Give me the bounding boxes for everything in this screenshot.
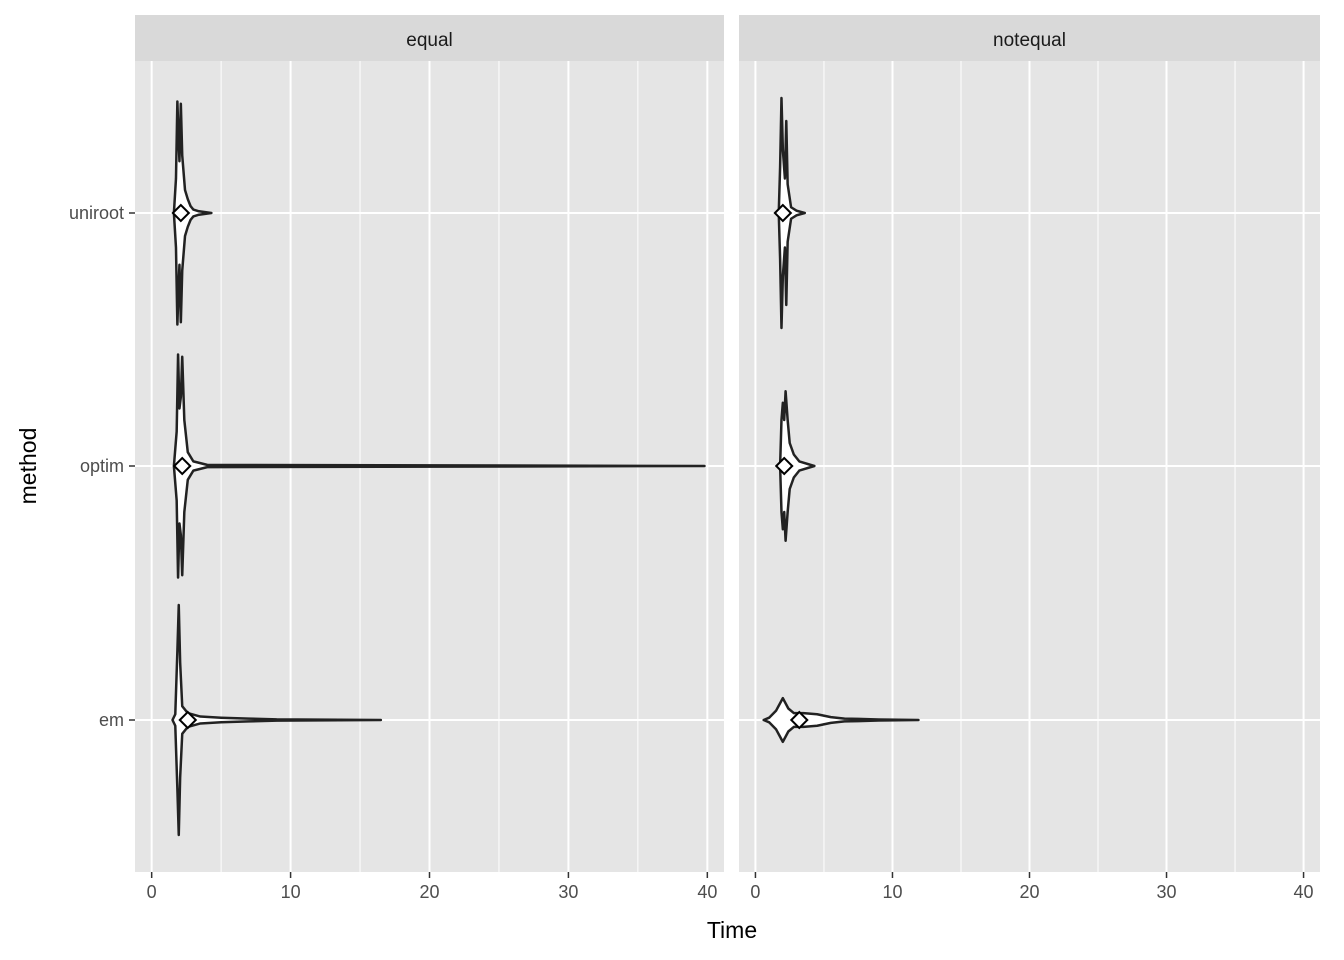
x-tick-label: 40 [1294, 882, 1314, 902]
mean-point [773, 203, 793, 223]
violin-uniroot [172, 100, 213, 326]
x-tick-label: 10 [882, 882, 902, 902]
y-tick-label: uniroot [69, 203, 124, 223]
y-axis-title: method [15, 428, 41, 505]
facet-label: equal [406, 30, 453, 51]
x-tick-label: 30 [558, 882, 578, 902]
y-tick-label: em [99, 710, 124, 730]
x-tick-label: 0 [750, 882, 760, 902]
x-tick-label: 10 [281, 882, 301, 902]
mean-point [172, 456, 192, 476]
x-tick-label: 20 [419, 882, 439, 902]
violin-optim [172, 353, 706, 579]
y-tick-label: optim [80, 456, 124, 476]
mean-point [171, 203, 191, 223]
violin-em [171, 603, 383, 837]
violin-optim [778, 390, 816, 542]
facet-strip [135, 15, 724, 61]
x-tick-label: 20 [1019, 882, 1039, 902]
mean-point [789, 710, 809, 730]
facet-label: notequal [993, 30, 1066, 51]
mean-point [774, 456, 794, 476]
violin-em [762, 696, 920, 744]
x-tick-label: 0 [147, 882, 157, 902]
mean-point [178, 710, 198, 730]
facet-strip [739, 15, 1320, 61]
x-tick-label: 30 [1157, 882, 1177, 902]
x-tick-label: 40 [697, 882, 717, 902]
x-axis-title: Time [707, 917, 757, 943]
